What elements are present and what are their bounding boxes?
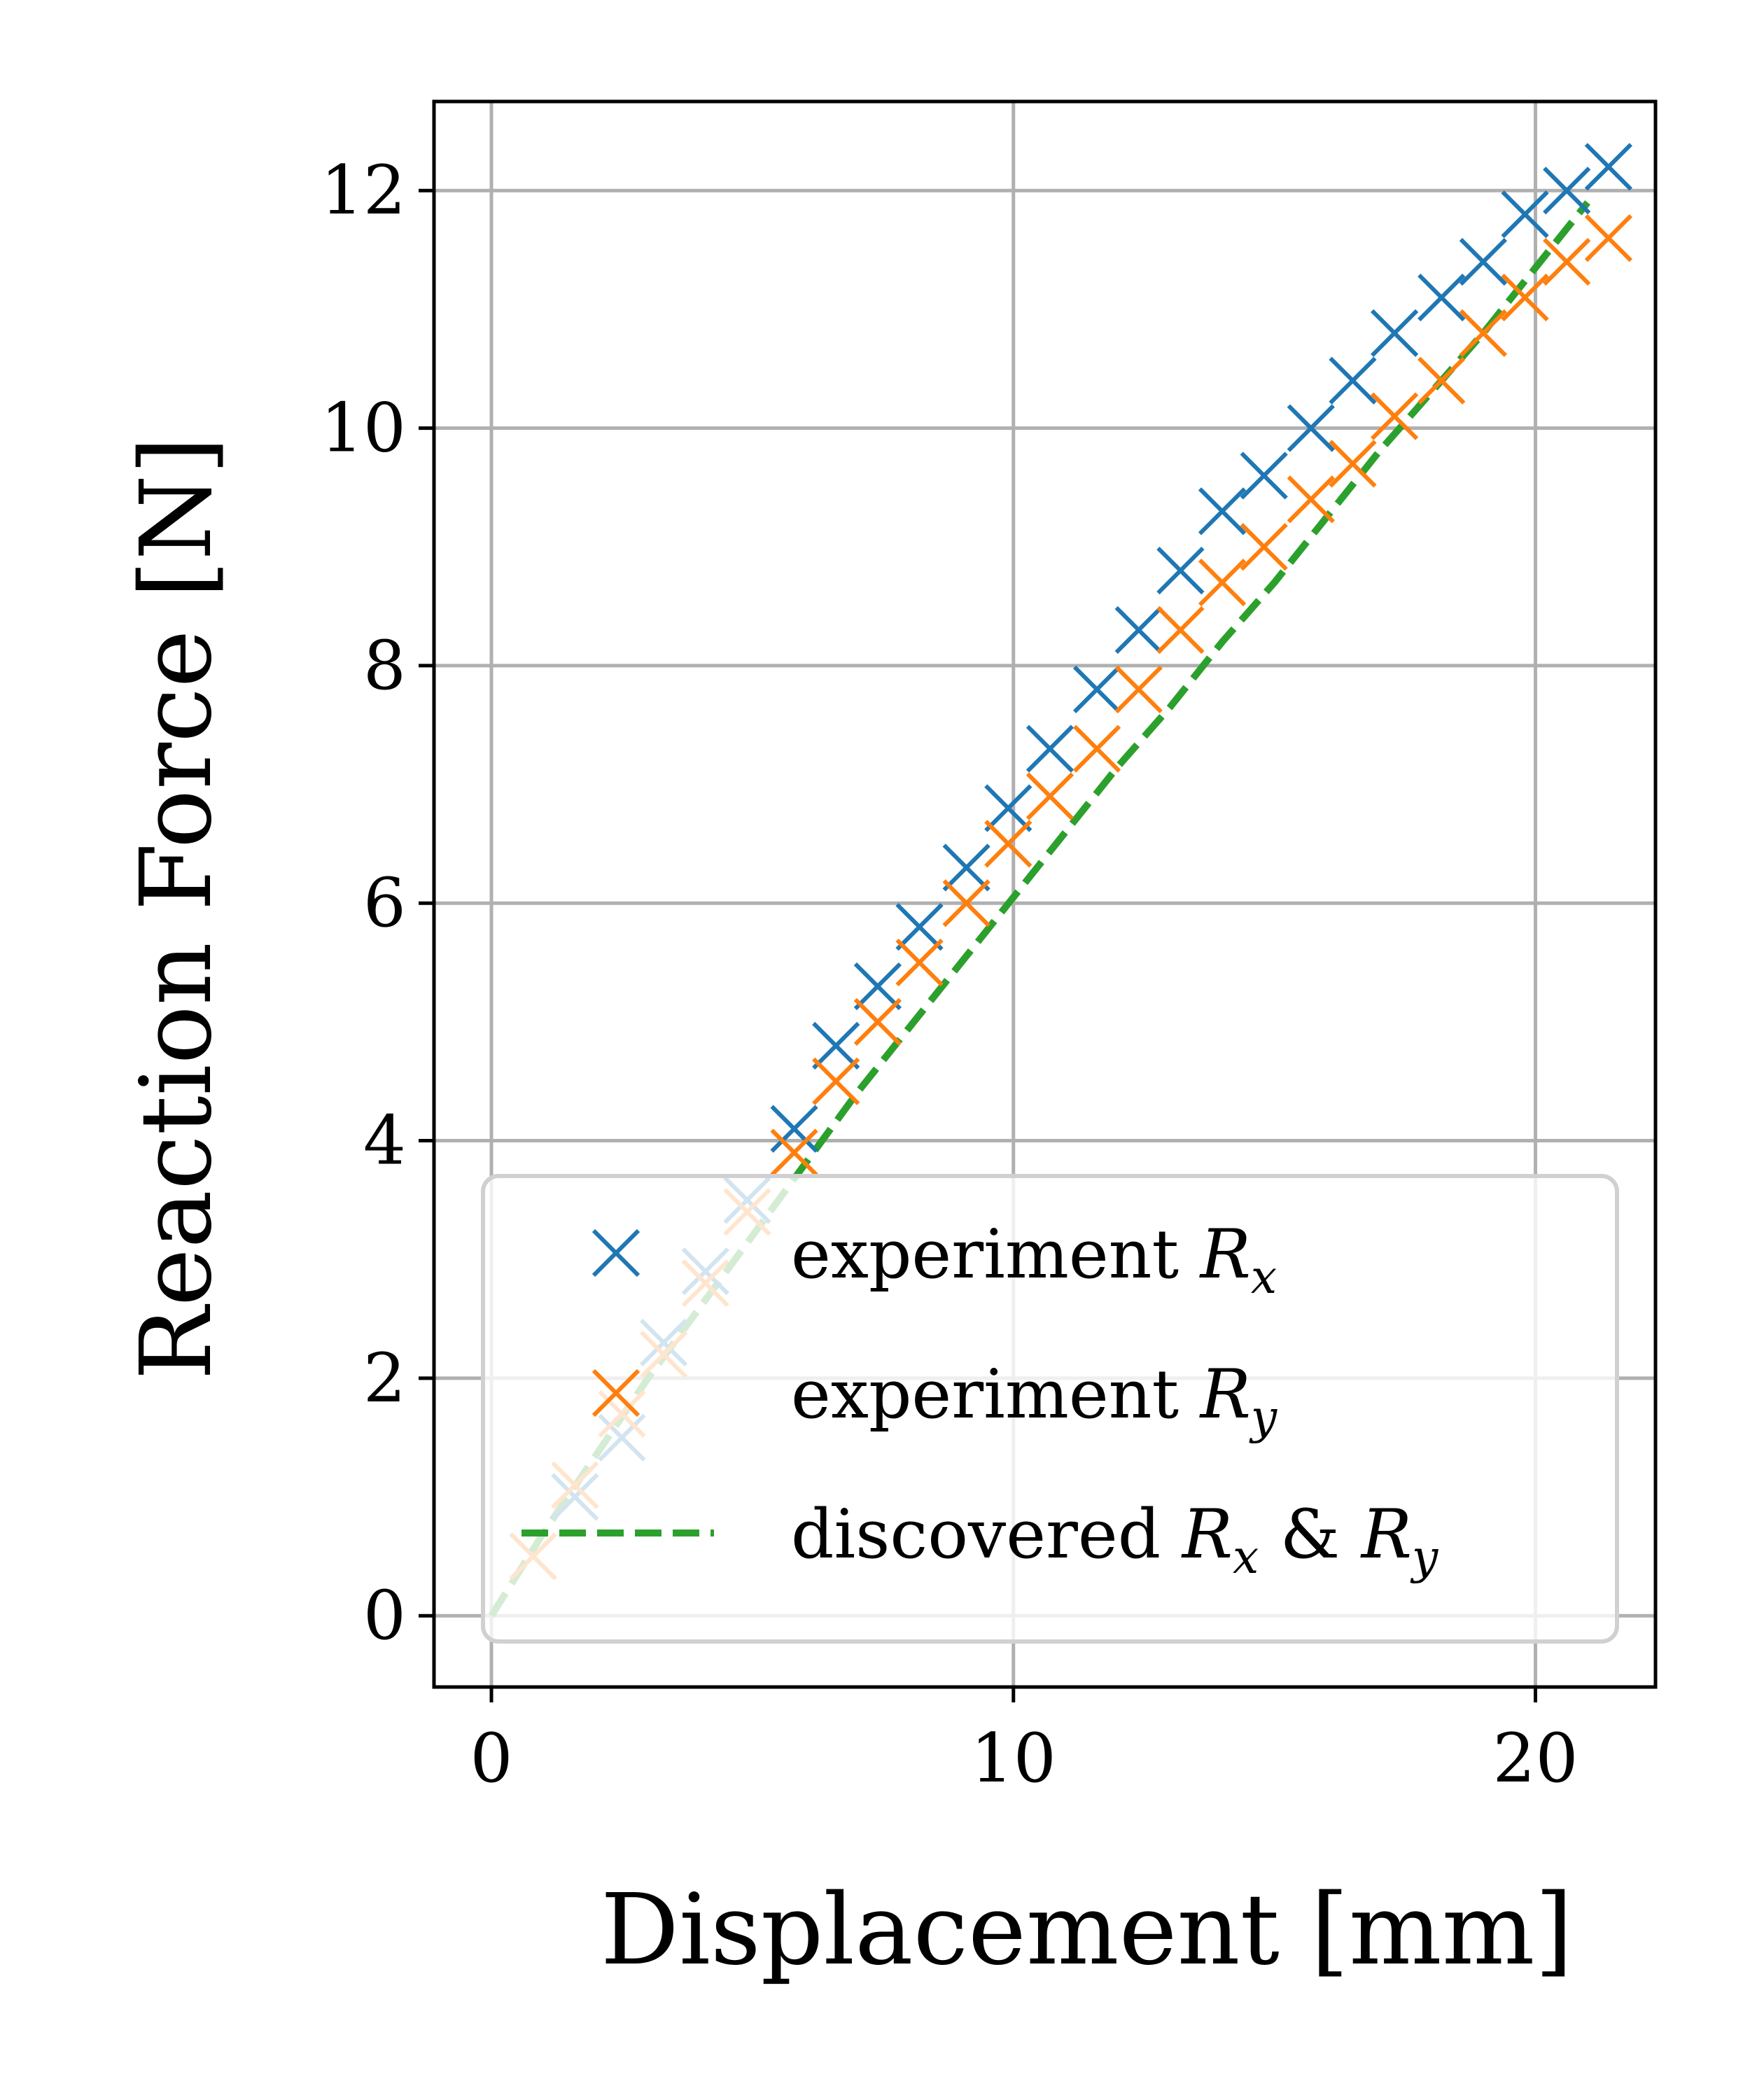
y-tick-label: 8 [363, 626, 406, 705]
data-point [1198, 559, 1247, 607]
y-tick-label: 4 [363, 1102, 406, 1180]
data-point [1501, 190, 1549, 239]
x-tick-label: 10 [971, 1719, 1056, 1798]
legend-marker [592, 1228, 640, 1278]
data-point [984, 820, 1032, 868]
data-point [1114, 606, 1163, 654]
data-point [1114, 665, 1163, 713]
y-tick-label: 0 [363, 1576, 406, 1655]
data-point [853, 997, 902, 1046]
legend-label: experiment Ry [791, 1355, 1278, 1444]
x-axis-title: Displacement [mm] [601, 1873, 1573, 1987]
y-axis-title: Reaction Force [N] [120, 436, 234, 1380]
y-tick-label: 6 [363, 864, 406, 942]
data-point [1501, 273, 1549, 322]
data-point [1072, 665, 1121, 713]
x-tick-label: 0 [470, 1719, 512, 1798]
data-point [1543, 237, 1591, 286]
data-point [942, 879, 990, 927]
data-point [1329, 440, 1377, 488]
legend-label: discovered Rx & Ry [791, 1495, 1438, 1584]
data-point [853, 962, 902, 1011]
data-point [812, 1021, 860, 1070]
data-point [1418, 273, 1466, 322]
legend-label: experiment Rx [791, 1215, 1277, 1304]
data-point [1287, 404, 1335, 452]
data-point [1584, 214, 1633, 262]
legend-marker [592, 1368, 640, 1418]
legend: experiment Rx experiment Ry discovered Rx … [481, 1174, 1619, 1644]
data-point [1026, 772, 1074, 820]
y-tick-label: 12 [321, 151, 406, 230]
data-point [1418, 356, 1466, 405]
plot-frame [432, 99, 1658, 1689]
data-point [1584, 143, 1633, 191]
data-point [1240, 523, 1288, 571]
data-point [1240, 451, 1288, 500]
legend-box [481, 1174, 1619, 1644]
data-point [1156, 547, 1205, 595]
data-point [1198, 487, 1247, 536]
data-point [1459, 237, 1508, 286]
y-tick-label: 2 [363, 1339, 406, 1418]
data-point [895, 903, 944, 951]
data-point [1156, 606, 1205, 654]
ticks: 0 10 20 0 2 4 6 8 10 12 [321, 151, 1578, 1798]
data-point [1287, 475, 1335, 524]
data-point [770, 1105, 818, 1153]
x-tick-label: 20 [1492, 1719, 1578, 1798]
y-tick-label: 10 [321, 389, 406, 468]
data-point [1329, 356, 1377, 405]
data-point [1371, 392, 1419, 440]
data-point [1459, 309, 1508, 357]
data-point [895, 938, 944, 987]
data-point [942, 844, 990, 892]
data-point [1072, 724, 1121, 773]
data-point [1543, 167, 1591, 215]
data-point [984, 784, 1032, 832]
data-point [812, 1057, 860, 1105]
data-point [1371, 309, 1419, 357]
data-point [1026, 724, 1074, 773]
data-point [770, 1128, 818, 1177]
